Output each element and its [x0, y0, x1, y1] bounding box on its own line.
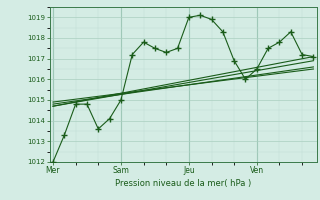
X-axis label: Pression niveau de la mer( hPa ): Pression niveau de la mer( hPa ): [115, 179, 251, 188]
